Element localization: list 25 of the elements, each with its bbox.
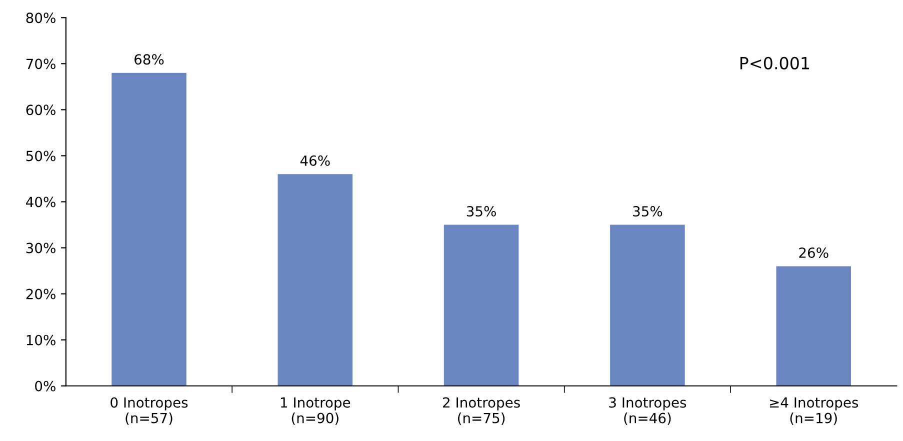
data-label: 35%	[466, 206, 496, 217]
x-tick-label: ≥4 Inotropes (n=19)	[770, 397, 858, 425]
y-tick-label: 10%	[26, 334, 56, 346]
bar	[444, 224, 519, 386]
bar	[112, 72, 186, 386]
y-tick-label: 0%	[35, 380, 56, 392]
data-label: 46%	[300, 155, 330, 166]
y-tick-label: 50%	[26, 150, 56, 162]
bar	[278, 174, 353, 386]
bar	[776, 266, 851, 386]
x-tick-label: 2 Inotropes (n=75)	[443, 397, 520, 425]
data-label: 68%	[134, 54, 164, 65]
x-tick-label: 0 Inotropes (n=57)	[110, 397, 188, 425]
annotation: P<0.001	[740, 56, 810, 70]
y-tick-label: 60%	[26, 104, 56, 116]
y-tick-label: 30%	[26, 242, 56, 254]
y-tick-label: 20%	[26, 288, 56, 300]
data-label: 26%	[799, 247, 828, 258]
x-tick-label: 1 Inotrope (n=90)	[280, 397, 350, 425]
data-label: 35%	[633, 206, 662, 217]
y-tick-label: 80%	[26, 12, 56, 24]
y-tick-label: 70%	[26, 58, 56, 70]
x-tick-label: 3 Inotropes (n=46)	[609, 397, 686, 425]
y-tick-label: 40%	[26, 196, 56, 208]
bar	[610, 224, 685, 386]
